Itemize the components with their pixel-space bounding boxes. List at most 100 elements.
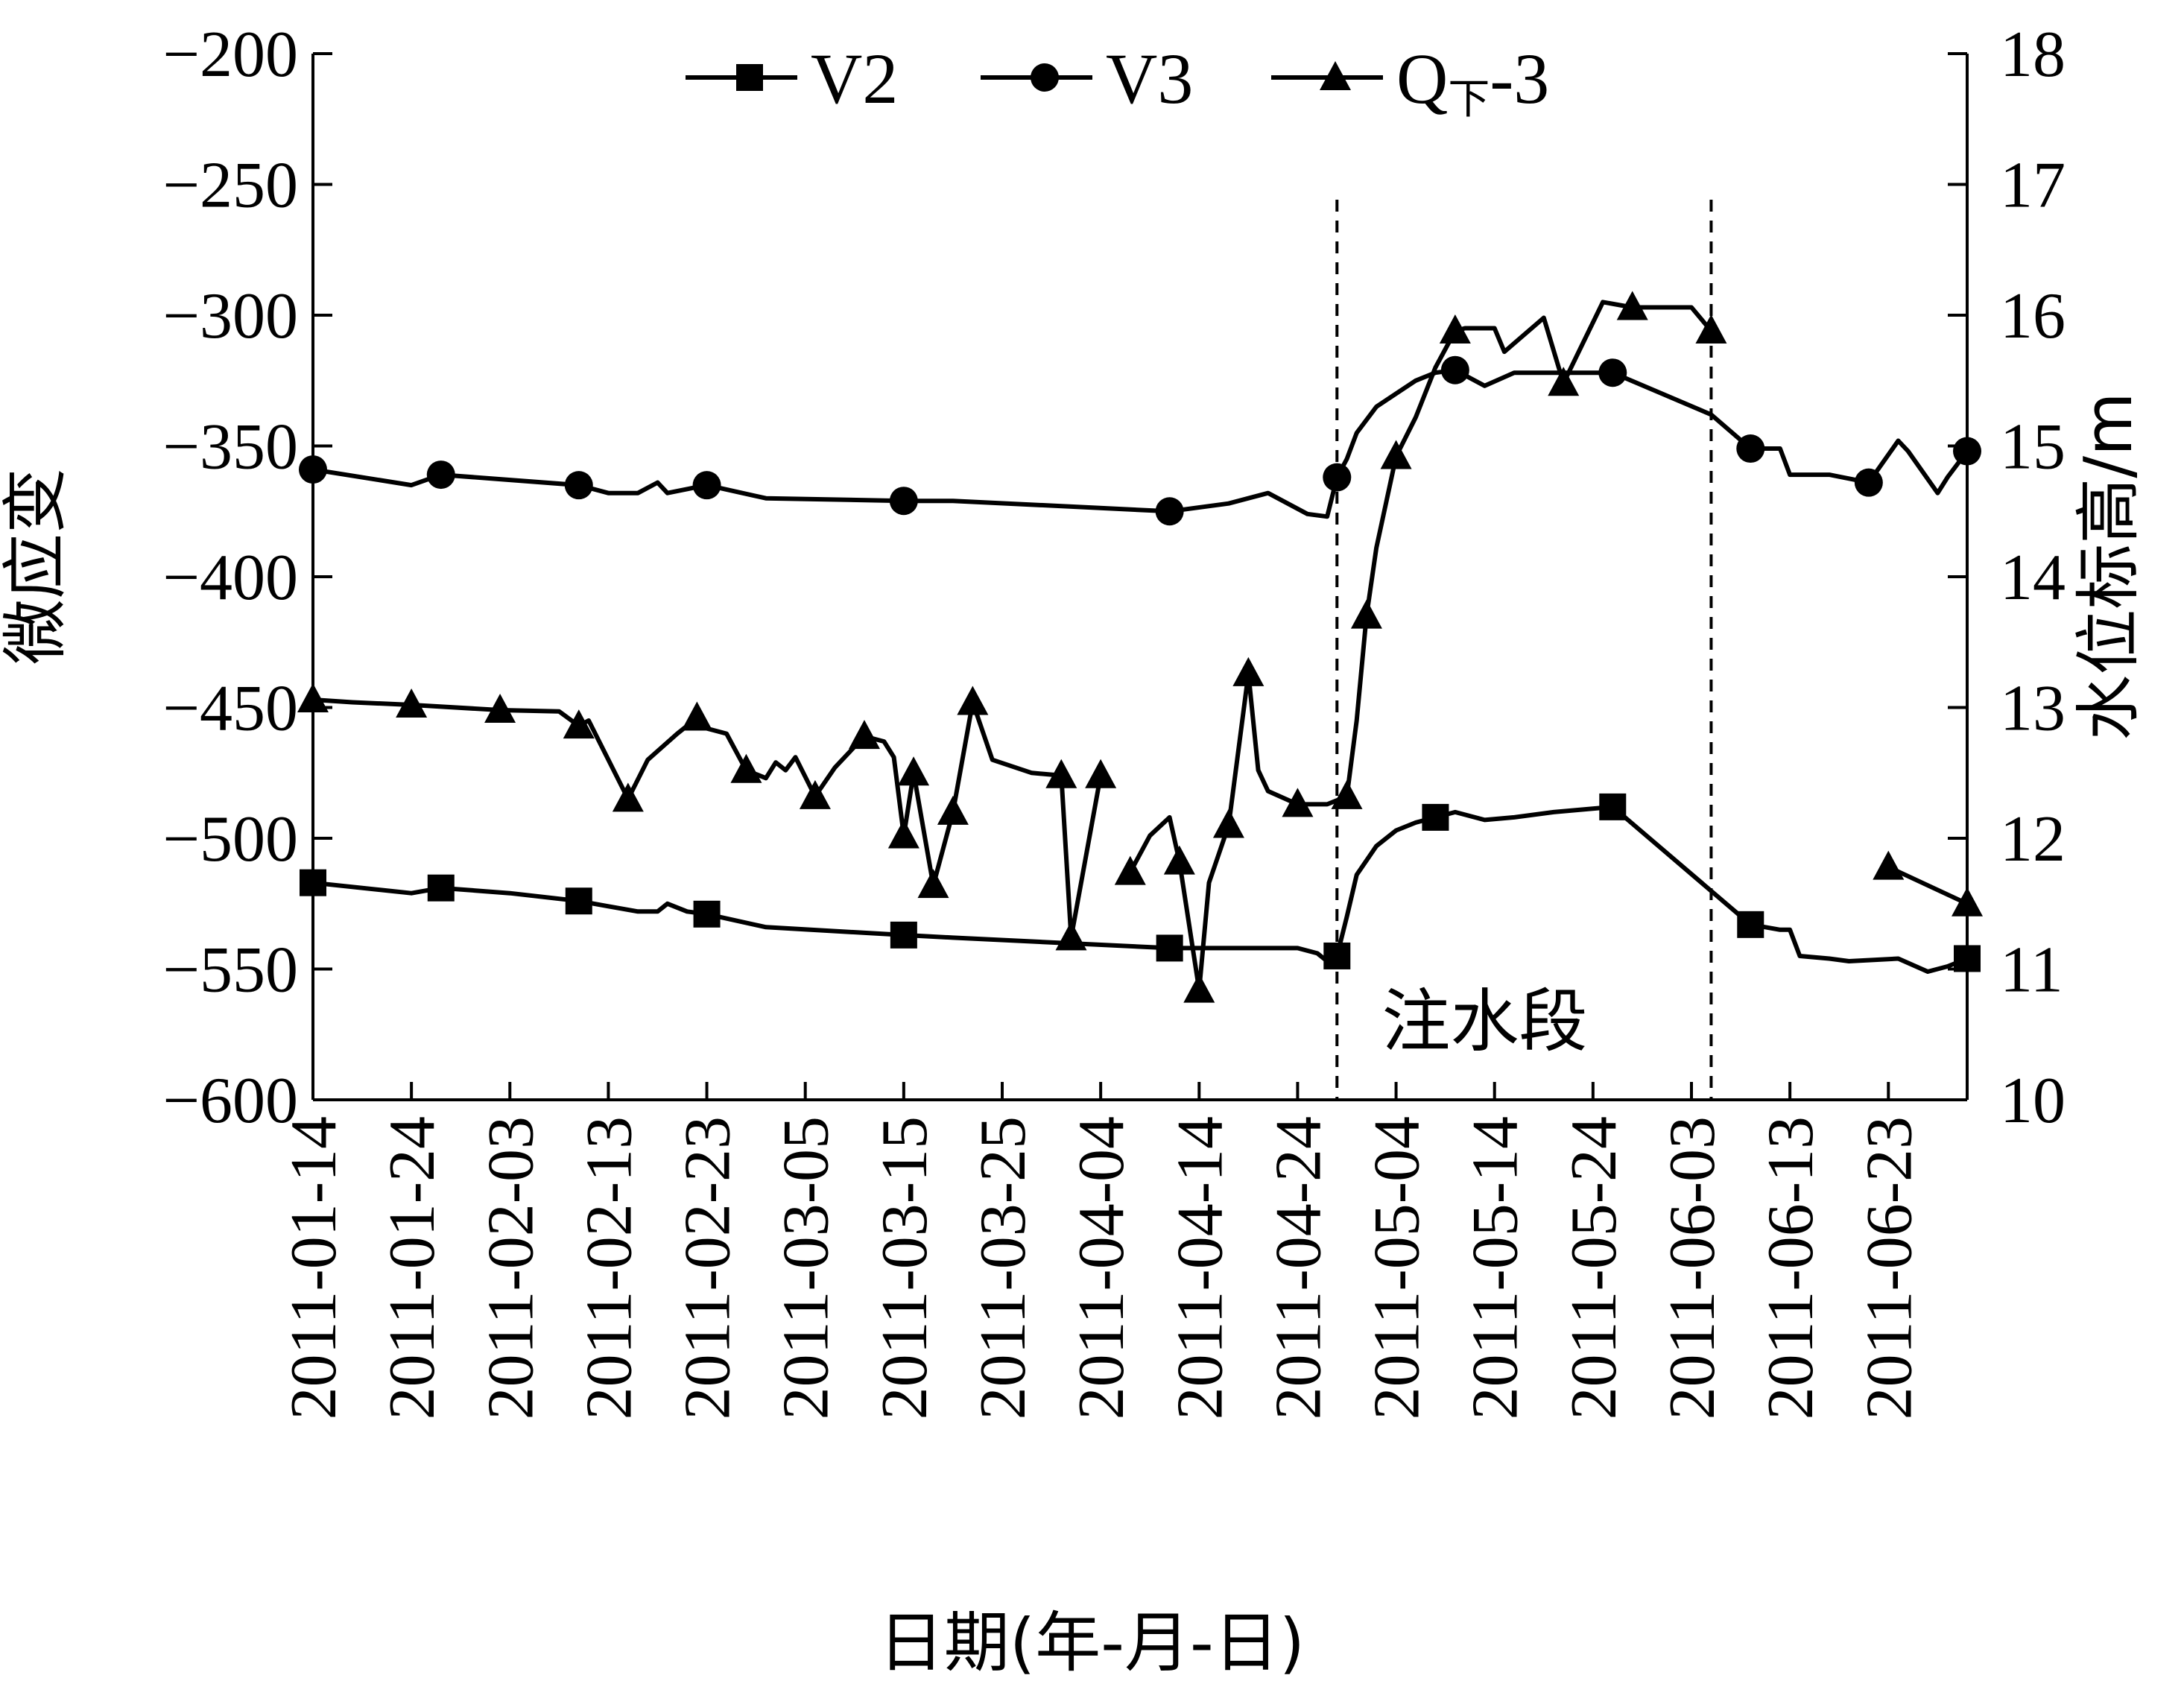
axes: −200 −250 −300 −350 −400 −450 −500 −550 −600 18 17… xyxy=(162,19,2066,1419)
y-right-tick-label: 15 xyxy=(2000,411,2066,484)
data-point-V3 xyxy=(889,487,918,516)
data-point-Q下-3 xyxy=(849,720,880,750)
data-point-Q下-3 xyxy=(898,756,930,786)
x-tick-label: 2011-05-14 xyxy=(1460,1116,1532,1419)
x-tick-label: 2011-03-25 xyxy=(967,1116,1039,1419)
data-point-Q下-3 xyxy=(1350,599,1382,629)
y-left-tick-label: −250 xyxy=(162,150,298,222)
data-point-Q下-3 xyxy=(1548,367,1580,396)
series-line-V2 xyxy=(312,804,1969,974)
y-left-tick-label: −200 xyxy=(162,19,298,91)
data-point-V3 xyxy=(692,471,721,500)
data-point-Q下-3 xyxy=(1873,850,1905,880)
legend-marker xyxy=(1031,63,1059,92)
legend-label: Q下-3 xyxy=(1396,39,1549,124)
y-left-tick-label: −400 xyxy=(162,542,298,614)
x-tick-label: 2011-02-13 xyxy=(573,1116,645,1419)
data-point-Q下-3 xyxy=(1212,808,1244,838)
data-point-Q下-3 xyxy=(1331,779,1363,809)
data-point-V3 xyxy=(1440,355,1469,384)
legend-marker xyxy=(1320,61,1351,90)
x-tick-label: 2011-06-23 xyxy=(1853,1116,1925,1419)
y-left-tick-label: −450 xyxy=(162,673,298,745)
series-line-V3 xyxy=(312,367,1969,519)
x-tick-label: 2011-05-24 xyxy=(1558,1116,1630,1419)
y-right-tick-label: 18 xyxy=(2000,19,2066,91)
x-tick-label: 2011-04-24 xyxy=(1262,1116,1335,1419)
y-axis-right-title: 水位标高/m xyxy=(2070,392,2147,740)
data-point-Q下-3 xyxy=(917,869,949,899)
vertical-divider-lines xyxy=(1335,200,1713,1100)
legend-marker xyxy=(736,64,763,91)
x-tick-label: 2011-03-15 xyxy=(869,1116,941,1419)
data-point-Q下-3 xyxy=(1114,855,1146,885)
data-point-Q下-3 xyxy=(1055,921,1087,951)
injection-period-annotation: 注水段 xyxy=(1381,982,1587,1062)
data-point-Q下-3 xyxy=(730,753,762,783)
data-point-V2 xyxy=(1737,911,1764,938)
data-point-Q下-3 xyxy=(937,795,969,825)
y-right-tick-label: 11 xyxy=(2000,934,2063,1007)
x-tick-label: 2011-06-03 xyxy=(1656,1116,1729,1419)
data-point-V3 xyxy=(1736,434,1765,463)
data-point-Q下-3 xyxy=(1232,656,1264,686)
data-point-Q下-3 xyxy=(563,709,595,739)
series-line-Q下-3 xyxy=(1887,864,1969,906)
legend: V2 V3 Q下-3 xyxy=(686,39,1549,124)
y-right-tick-label: 10 xyxy=(2000,1065,2066,1137)
data-point-Q下-3 xyxy=(1616,291,1648,320)
y-left-tick-label: −300 xyxy=(162,280,298,352)
data-point-V2 xyxy=(1323,942,1351,969)
legend-label: V2 xyxy=(811,39,898,118)
y-left-tick-label: −550 xyxy=(162,934,298,1007)
y-right-tick-label: 12 xyxy=(2000,803,2066,876)
data-point-V2 xyxy=(1422,803,1449,831)
series-V2 xyxy=(300,793,1981,974)
data-point-Q下-3 xyxy=(1380,440,1412,469)
legend-item-2: V3 xyxy=(981,39,1193,118)
data-point-Q下-3 xyxy=(1045,759,1077,788)
x-tick-label: 2011-05-04 xyxy=(1361,1116,1434,1419)
x-tick-label: 2011-02-03 xyxy=(475,1116,547,1419)
data-point-V3 xyxy=(564,471,593,500)
y-left-tick-label: −350 xyxy=(162,411,298,484)
series-V3 xyxy=(299,355,1981,526)
x-tick-label: 2011-01-24 xyxy=(376,1116,449,1419)
data-point-Q下-3 xyxy=(1183,973,1215,1003)
data-point-V2 xyxy=(565,887,592,915)
data-point-Q下-3 xyxy=(887,819,920,849)
series-Q下-3 xyxy=(297,291,1983,1003)
y-left-tick-label: −500 xyxy=(162,803,298,876)
y-left-tick-label: −600 xyxy=(162,1065,298,1137)
series-group xyxy=(297,291,1983,1003)
data-point-V3 xyxy=(1854,468,1883,497)
y-right-tick-label: 13 xyxy=(2000,673,2066,745)
x-axis-title: 日期(年-月-日) xyxy=(879,1604,1305,1681)
x-tick-label: 2011-04-14 xyxy=(1164,1116,1236,1419)
x-tick-label: 2011-02-23 xyxy=(672,1116,744,1419)
legend-label: V3 xyxy=(1106,39,1193,118)
data-point-V2 xyxy=(693,900,721,928)
data-point-V2 xyxy=(890,921,917,949)
data-point-Q下-3 xyxy=(1282,788,1314,817)
legend-item-1: V2 xyxy=(686,39,898,118)
data-point-Q下-3 xyxy=(799,779,831,809)
data-point-Q下-3 xyxy=(1695,314,1727,344)
data-point-V3 xyxy=(426,460,455,490)
data-point-Q下-3 xyxy=(1085,759,1117,788)
legend-item-3: Q下-3 xyxy=(1271,39,1549,124)
data-point-Q下-3 xyxy=(681,701,713,731)
y-right-tick-label: 14 xyxy=(2000,542,2066,614)
x-tick-label: 2011-03-05 xyxy=(770,1116,843,1419)
data-point-Q下-3 xyxy=(612,782,644,812)
data-point-Q下-3 xyxy=(1439,314,1471,344)
data-point-V2 xyxy=(427,874,455,902)
y-right-tick-label: 17 xyxy=(2000,150,2066,222)
data-point-Q下-3 xyxy=(484,694,516,724)
x-tick-label: 2011-06-13 xyxy=(1755,1116,1827,1419)
data-point-Q下-3 xyxy=(396,688,428,718)
x-tick-label: 2011-04-04 xyxy=(1066,1116,1138,1419)
y-right-tick-label: 16 xyxy=(2000,280,2066,352)
data-point-V2 xyxy=(1156,934,1183,962)
